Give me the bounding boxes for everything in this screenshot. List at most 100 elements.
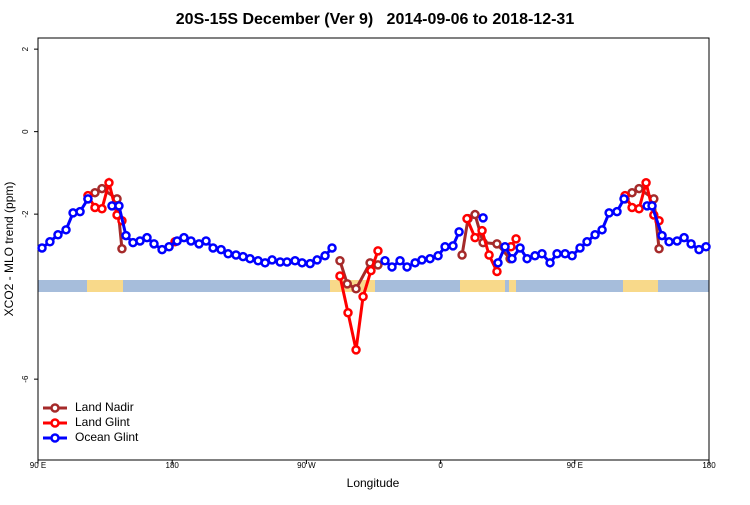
data-point	[507, 253, 517, 264]
data-point	[493, 258, 503, 268]
data-point	[305, 258, 315, 269]
data-point	[417, 255, 427, 265]
data-point	[511, 234, 521, 244]
data-point	[149, 239, 159, 249]
data-point	[657, 230, 667, 241]
x-tick-label: 180	[702, 461, 716, 470]
data-point	[208, 243, 218, 253]
data-point	[216, 244, 226, 255]
data-point	[470, 209, 480, 220]
data-point	[672, 236, 682, 246]
data-point	[201, 236, 211, 246]
data-point	[97, 204, 107, 214]
data-point	[142, 232, 152, 243]
data-point	[343, 307, 353, 318]
data-point	[470, 232, 480, 243]
data-point	[37, 243, 47, 253]
series	[37, 194, 711, 272]
data-point	[552, 248, 562, 259]
data-point	[604, 208, 614, 218]
data-point	[114, 201, 124, 211]
y-tick-label: -6	[21, 375, 30, 383]
y-axis-label: XCO2 - MLO trend (ppm)	[2, 182, 16, 317]
data-point	[312, 255, 322, 265]
y-tick-label: 2	[21, 46, 30, 51]
data-point	[335, 271, 345, 281]
data-point	[448, 241, 458, 251]
legend-marker	[50, 403, 60, 413]
data-point	[179, 232, 189, 243]
data-point	[117, 244, 127, 254]
data-point	[53, 230, 63, 240]
series-line	[86, 176, 661, 351]
x-tick-label: 90 E	[30, 461, 46, 470]
chart-title: 20S-15S December (Ver 9) 2014-09-06 to 2…	[176, 11, 575, 28]
series	[83, 183, 664, 294]
data-point	[492, 239, 502, 249]
data-point	[45, 237, 55, 247]
data-point	[634, 204, 644, 214]
x-tick-label: 180	[166, 461, 180, 470]
data-point	[351, 345, 361, 355]
data-point	[619, 194, 629, 204]
data-point	[477, 225, 487, 236]
data-point	[358, 291, 368, 302]
data-point	[97, 183, 107, 194]
data-point	[395, 256, 405, 266]
data-point	[327, 243, 337, 253]
data-point	[282, 257, 292, 267]
data-point	[575, 243, 585, 253]
x-tick-label: 90 E	[567, 461, 583, 470]
surface-band	[38, 280, 709, 292]
data-point	[433, 251, 443, 261]
data-point	[590, 230, 600, 240]
series	[83, 176, 664, 355]
plot-frame	[37, 37, 710, 461]
data-point	[641, 178, 651, 188]
legend-marker	[50, 433, 60, 443]
data-point	[440, 241, 450, 252]
data-point	[647, 201, 657, 211]
data-point	[387, 262, 397, 272]
data-point	[335, 256, 345, 266]
data-point	[366, 265, 376, 276]
data-point	[612, 206, 622, 217]
land-band	[87, 280, 123, 292]
data-point	[462, 213, 472, 224]
data-point	[679, 232, 689, 243]
data-point	[515, 243, 525, 253]
legend-marker	[50, 418, 60, 428]
data-point	[83, 194, 93, 204]
data-point	[61, 225, 71, 235]
data-point	[686, 239, 696, 249]
land-band	[509, 280, 516, 292]
data-point	[121, 230, 131, 241]
data-point	[582, 237, 592, 247]
data-point	[380, 256, 390, 266]
data-point	[478, 213, 488, 223]
data-point	[545, 258, 555, 268]
x-axis-label: Longitude	[347, 476, 400, 490]
data-point	[342, 279, 353, 289]
data-point	[223, 248, 233, 259]
data-point	[245, 253, 255, 264]
legend-label: Land Nadir	[75, 400, 134, 414]
data-point	[373, 260, 383, 270]
y-tick-label: -2	[21, 210, 30, 218]
data-point	[75, 206, 85, 217]
data-point	[492, 266, 502, 277]
legend-label: Land Glint	[75, 415, 130, 429]
land-band	[460, 280, 505, 292]
land-band	[623, 280, 658, 292]
data-point	[522, 253, 532, 264]
data-point	[457, 250, 467, 260]
data-point	[402, 262, 412, 272]
data-point	[351, 284, 361, 294]
data-point	[634, 183, 644, 194]
data-point	[654, 244, 664, 254]
y-tick-label: 0	[21, 129, 30, 134]
data-point	[701, 241, 711, 252]
data-point	[135, 236, 145, 246]
